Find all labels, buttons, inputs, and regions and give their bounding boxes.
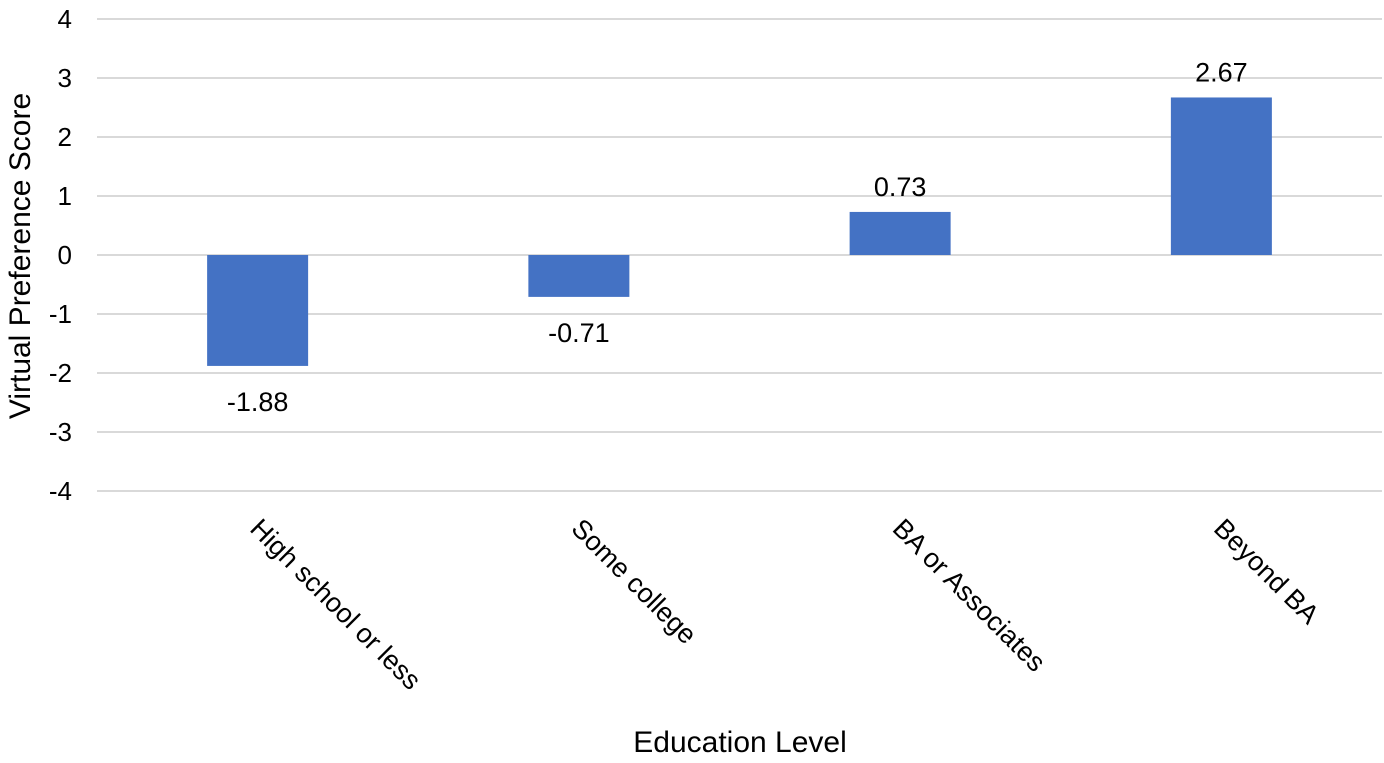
gridlines [97, 18, 1382, 492]
bar [1170, 97, 1272, 255]
y-axis-title: Virtual Preference Score [4, 93, 37, 419]
y-tick-label: 4 [58, 4, 72, 34]
y-tick-label: -4 [49, 476, 72, 506]
y-tick-label: -1 [49, 299, 72, 329]
y-tick-label: 1 [58, 181, 72, 211]
data-label: -1.88 [227, 387, 289, 417]
bar [528, 255, 630, 297]
x-category-label: Beyond BA [1208, 513, 1325, 630]
y-tick-label: 2 [58, 122, 72, 152]
bar [849, 211, 951, 255]
x-axis-category-labels: High school or less Some college BA or Ass… [244, 513, 1324, 696]
x-category-label: BA or Associates [887, 513, 1051, 677]
y-tick-label: -3 [49, 417, 72, 447]
y-tick-label: 0 [58, 240, 72, 270]
data-label: -0.71 [548, 318, 610, 348]
data-label: 0.73 [874, 172, 927, 202]
x-category-label: High school or less [244, 513, 427, 696]
data-labels: -1.88 -0.71 0.73 2.67 [227, 57, 1248, 416]
y-axis-tick-labels: 4 3 2 1 0 -1 -2 -3 -4 [49, 4, 72, 506]
bars [207, 97, 1272, 366]
x-axis-title: Education Level [633, 726, 847, 759]
x-category-label: Some college [566, 513, 703, 650]
y-tick-label: -2 [49, 358, 72, 388]
y-tick-label: 3 [58, 63, 72, 93]
data-label: 2.67 [1195, 57, 1248, 87]
bar [207, 255, 309, 366]
